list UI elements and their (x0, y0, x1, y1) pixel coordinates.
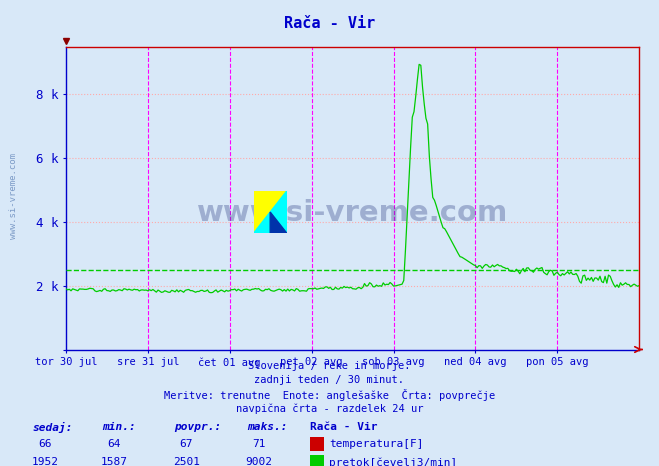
Text: 64: 64 (107, 439, 121, 449)
Polygon shape (254, 191, 287, 233)
Polygon shape (270, 212, 287, 233)
Text: min.:: min.: (102, 422, 136, 432)
Text: zadnji teden / 30 minut.: zadnji teden / 30 minut. (254, 375, 405, 385)
Text: Rača - Vir: Rača - Vir (310, 422, 377, 432)
Text: 2501: 2501 (173, 457, 200, 466)
Text: Meritve: trenutne  Enote: anglešaške  Črta: povprečje: Meritve: trenutne Enote: anglešaške Črta… (164, 389, 495, 401)
Text: maks.:: maks.: (247, 422, 287, 432)
Text: temperatura[F]: temperatura[F] (330, 439, 424, 449)
Text: www.si-vreme.com: www.si-vreme.com (9, 153, 18, 239)
Text: Rača - Vir: Rača - Vir (284, 16, 375, 31)
Text: Slovenija / reke in morje.: Slovenija / reke in morje. (248, 361, 411, 371)
Text: 9002: 9002 (246, 457, 272, 466)
Text: 66: 66 (38, 439, 51, 449)
Text: 1587: 1587 (101, 457, 127, 466)
Text: navpična črta - razdelek 24 ur: navpična črta - razdelek 24 ur (236, 403, 423, 414)
Text: sedaj:: sedaj: (33, 422, 73, 433)
Text: 67: 67 (180, 439, 193, 449)
Text: 1952: 1952 (32, 457, 58, 466)
Polygon shape (254, 191, 287, 233)
Text: povpr.:: povpr.: (175, 422, 222, 432)
Text: www.si-vreme.com: www.si-vreme.com (197, 199, 508, 227)
Text: 71: 71 (252, 439, 266, 449)
Text: pretok[čevelj3/min]: pretok[čevelj3/min] (330, 457, 458, 466)
